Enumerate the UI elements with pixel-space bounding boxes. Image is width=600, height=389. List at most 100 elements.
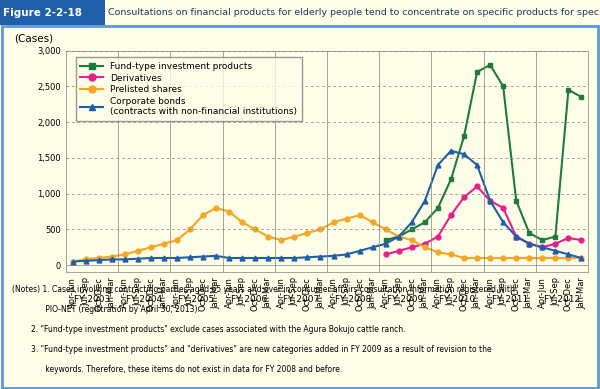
Corporate bonds
(contracts with non-financial institutions) bbox=[421, 198, 428, 203]
Derivatives bbox=[408, 245, 415, 250]
Fund-type investment products bbox=[460, 134, 467, 139]
Corporate bonds
(contracts with non-financial institutions) bbox=[448, 148, 455, 153]
Corporate bonds
(contracts with non-financial institutions) bbox=[330, 254, 337, 258]
Prelisted shares bbox=[69, 259, 76, 264]
Text: (Cases): (Cases) bbox=[14, 34, 53, 44]
Derivatives bbox=[421, 241, 428, 246]
Text: FY 2006: FY 2006 bbox=[230, 295, 267, 304]
Corporate bonds
(contracts with non-financial institutions) bbox=[160, 256, 167, 260]
Derivatives bbox=[434, 234, 442, 239]
Corporate bonds
(contracts with non-financial institutions) bbox=[552, 249, 559, 253]
Fund-type investment products bbox=[539, 238, 546, 242]
Prelisted shares bbox=[487, 256, 494, 260]
Text: FY 2003: FY 2003 bbox=[74, 295, 110, 304]
Corporate bonds
(contracts with non-financial institutions) bbox=[226, 256, 233, 260]
Corporate bonds
(contracts with non-financial institutions) bbox=[304, 255, 311, 259]
Fund-type investment products bbox=[500, 84, 507, 89]
Corporate bonds
(contracts with non-financial institutions) bbox=[108, 257, 115, 262]
Fund-type investment products bbox=[526, 231, 533, 235]
Corporate bonds
(contracts with non-financial institutions) bbox=[134, 256, 142, 261]
Prelisted shares bbox=[434, 250, 442, 255]
Fund-type investment products bbox=[421, 220, 428, 224]
Line: Corporate bonds
(contracts with non-financial institutions): Corporate bonds (contracts with non-fina… bbox=[70, 148, 584, 264]
FancyBboxPatch shape bbox=[0, 0, 105, 25]
Prelisted shares bbox=[448, 252, 455, 257]
Prelisted shares bbox=[408, 238, 415, 242]
Corporate bonds
(contracts with non-financial institutions) bbox=[565, 252, 572, 257]
Derivatives bbox=[526, 241, 533, 246]
Line: Prelisted shares: Prelisted shares bbox=[70, 205, 584, 264]
Fund-type investment products bbox=[473, 70, 481, 74]
Prelisted shares bbox=[552, 256, 559, 260]
Derivatives bbox=[565, 236, 572, 240]
Corporate bonds
(contracts with non-financial institutions) bbox=[356, 249, 363, 253]
Line: Derivatives: Derivatives bbox=[383, 184, 584, 257]
Prelisted shares bbox=[421, 245, 428, 250]
Corporate bonds
(contracts with non-financial institutions) bbox=[473, 163, 481, 167]
Corporate bonds
(contracts with non-financial institutions) bbox=[278, 256, 285, 260]
Derivatives bbox=[578, 238, 585, 242]
Corporate bonds
(contracts with non-financial institutions) bbox=[382, 241, 389, 246]
Derivatives bbox=[448, 213, 455, 217]
Derivatives bbox=[512, 234, 520, 239]
Prelisted shares bbox=[160, 241, 167, 246]
Prelisted shares bbox=[147, 245, 154, 250]
Prelisted shares bbox=[199, 213, 206, 217]
Prelisted shares bbox=[226, 209, 233, 214]
Text: FY 2008: FY 2008 bbox=[335, 295, 371, 304]
Text: Consultations on financial products for elderly people tend to concentrate on sp: Consultations on financial products for … bbox=[108, 8, 600, 17]
Prelisted shares bbox=[473, 256, 481, 260]
Derivatives bbox=[500, 206, 507, 210]
Prelisted shares bbox=[291, 234, 298, 239]
Fund-type investment products bbox=[578, 95, 585, 100]
Prelisted shares bbox=[95, 256, 102, 260]
Prelisted shares bbox=[356, 213, 363, 217]
Corporate bonds
(contracts with non-financial institutions) bbox=[317, 254, 324, 259]
Prelisted shares bbox=[578, 256, 585, 260]
Text: Figure 2-2-18: Figure 2-2-18 bbox=[3, 8, 82, 18]
Prelisted shares bbox=[108, 254, 115, 259]
Line: Fund-type investment products: Fund-type investment products bbox=[383, 63, 584, 243]
Prelisted shares bbox=[134, 249, 142, 253]
Derivatives bbox=[552, 241, 559, 246]
Text: 2. "Fund-type investment products" exclude cases associated with the Agura Bokuj: 2. "Fund-type investment products" exclu… bbox=[12, 325, 406, 334]
Corporate bonds
(contracts with non-financial institutions) bbox=[121, 257, 128, 262]
Prelisted shares bbox=[265, 234, 272, 239]
Prelisted shares bbox=[187, 227, 194, 232]
Prelisted shares bbox=[526, 256, 533, 260]
Prelisted shares bbox=[512, 256, 520, 260]
Prelisted shares bbox=[500, 256, 507, 260]
Prelisted shares bbox=[121, 252, 128, 257]
Corporate bonds
(contracts with non-financial institutions) bbox=[539, 245, 546, 250]
Prelisted shares bbox=[251, 227, 259, 232]
Corporate bonds
(contracts with non-financial institutions) bbox=[147, 256, 154, 260]
Corporate bonds
(contracts with non-financial institutions) bbox=[512, 234, 520, 239]
Prelisted shares bbox=[395, 234, 403, 239]
Corporate bonds
(contracts with non-financial institutions) bbox=[265, 256, 272, 260]
Fund-type investment products bbox=[448, 177, 455, 182]
Fund-type investment products bbox=[395, 234, 403, 239]
Corporate bonds
(contracts with non-financial institutions) bbox=[369, 245, 376, 250]
Corporate bonds
(contracts with non-financial institutions) bbox=[251, 256, 259, 260]
Corporate bonds
(contracts with non-financial institutions) bbox=[500, 220, 507, 224]
Legend: Fund-type investment products, Derivatives, Prelisted shares, Corporate bonds
(c: Fund-type investment products, Derivativ… bbox=[76, 57, 302, 121]
Fund-type investment products bbox=[382, 238, 389, 242]
Text: FY 2005: FY 2005 bbox=[178, 295, 215, 304]
Corporate bonds
(contracts with non-financial institutions) bbox=[173, 256, 181, 260]
Corporate bonds
(contracts with non-financial institutions) bbox=[291, 256, 298, 260]
Corporate bonds
(contracts with non-financial institutions) bbox=[82, 259, 89, 263]
Corporate bonds
(contracts with non-financial institutions) bbox=[395, 234, 403, 239]
Fund-type investment products bbox=[565, 88, 572, 92]
Fund-type investment products bbox=[552, 234, 559, 239]
Fund-type investment products bbox=[434, 206, 442, 210]
Text: FY 2009: FY 2009 bbox=[387, 295, 424, 304]
Fund-type investment products bbox=[512, 198, 520, 203]
Prelisted shares bbox=[343, 216, 350, 221]
Derivatives bbox=[382, 252, 389, 257]
Fund-type investment products bbox=[487, 63, 494, 67]
Prelisted shares bbox=[460, 256, 467, 260]
Prelisted shares bbox=[369, 220, 376, 224]
Text: FY 2010: FY 2010 bbox=[439, 295, 476, 304]
Fund-type investment products bbox=[408, 227, 415, 232]
Prelisted shares bbox=[212, 206, 220, 210]
